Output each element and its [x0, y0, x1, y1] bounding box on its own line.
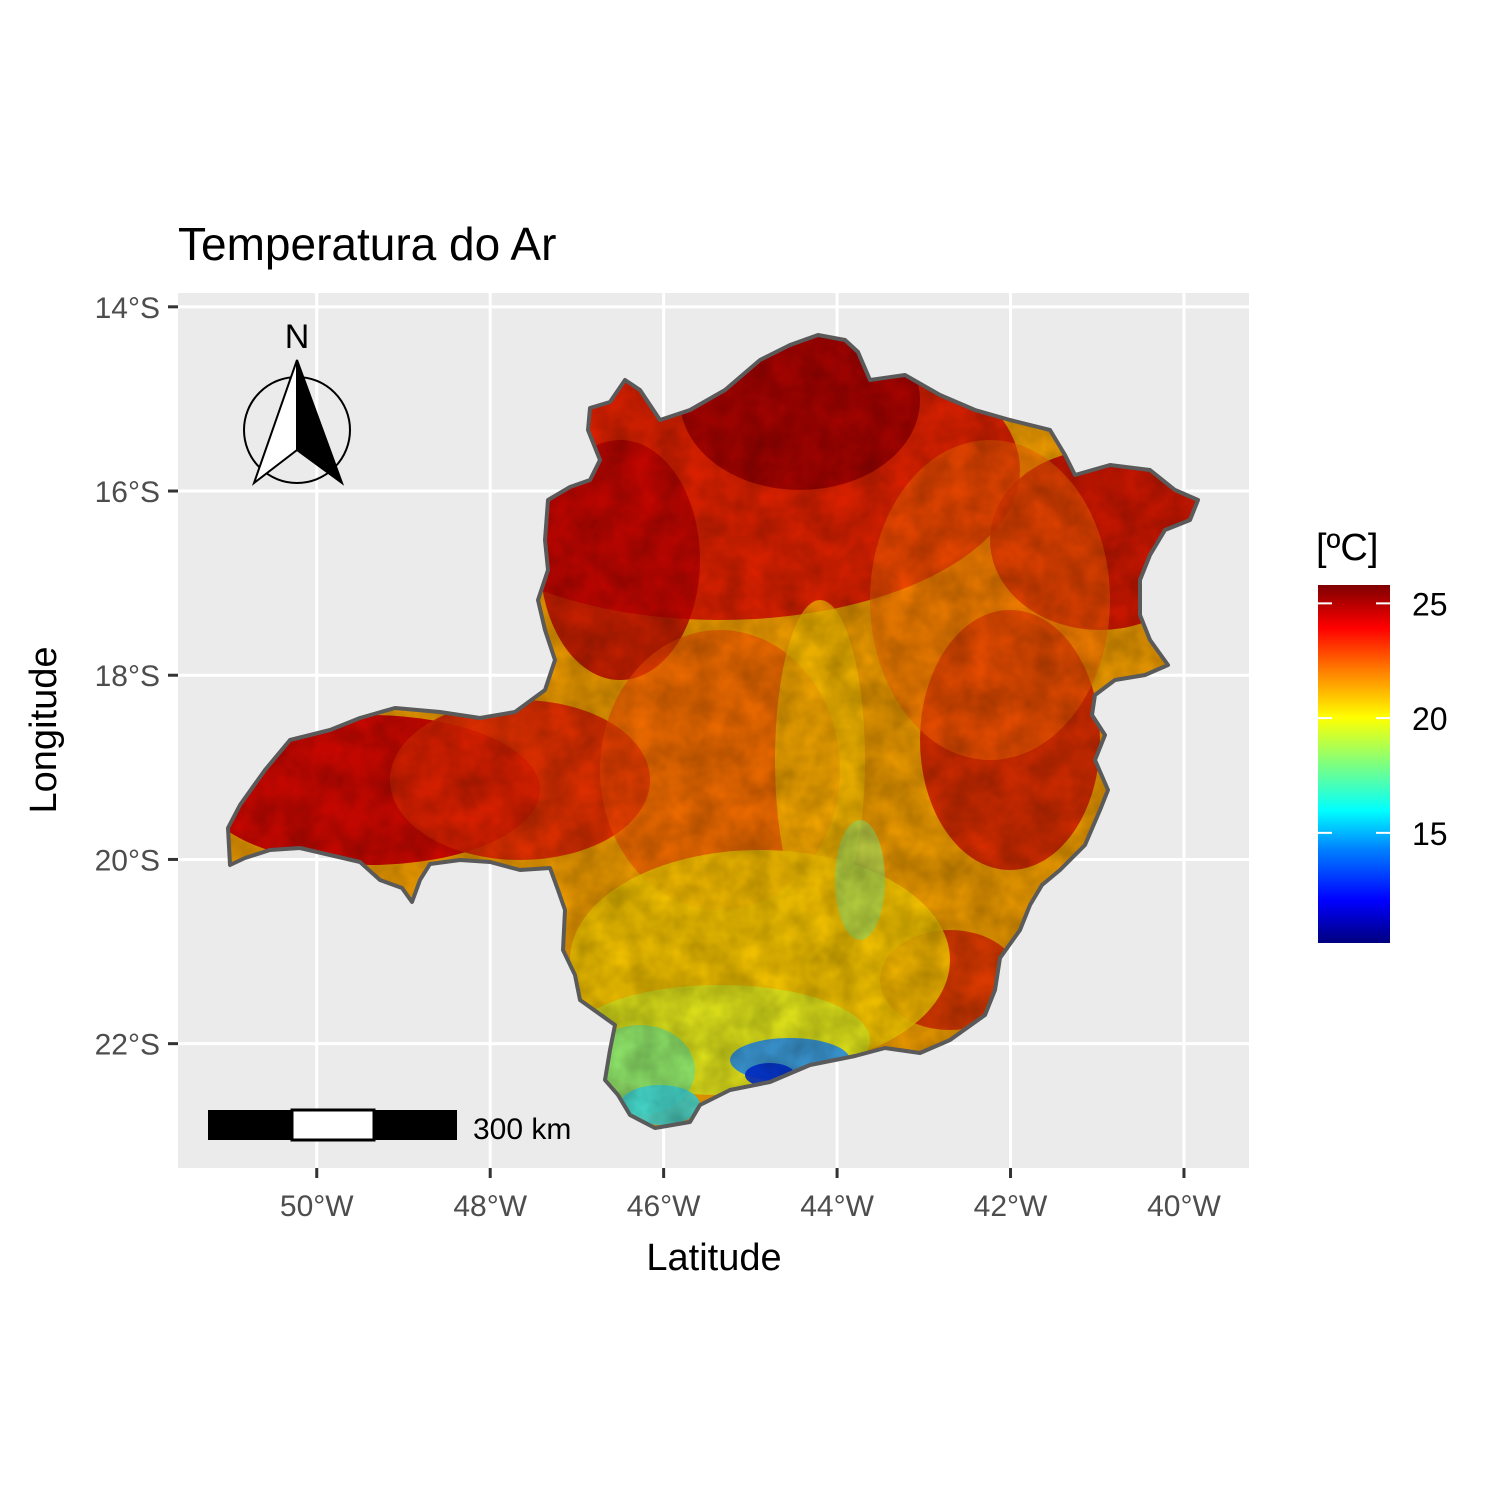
legend-tick-label: 20: [1412, 701, 1448, 737]
y-tick-label: 20°S: [95, 844, 160, 877]
state-boundary: [226, 333, 1200, 1130]
x-tick-label: 48°W: [453, 1190, 527, 1223]
x-tick-label: 40°W: [1147, 1190, 1221, 1223]
x-tick-label: 44°W: [800, 1190, 874, 1223]
x-axis-title: Latitude: [646, 1237, 781, 1279]
scale-bar-segment-3: [374, 1110, 457, 1140]
legend-colorbar: [1318, 585, 1390, 943]
y-tick-label: 16°S: [95, 476, 160, 509]
y-tick-label: 22°S: [95, 1029, 160, 1062]
y-tick-label: 14°S: [95, 292, 160, 325]
legend-tick-label: 25: [1412, 586, 1448, 622]
y-tick-label: 18°S: [95, 660, 160, 693]
x-tick-label: 42°W: [974, 1190, 1048, 1223]
north-arrow-right-half: [296, 359, 345, 486]
scale-bar-segment-1: [208, 1110, 292, 1140]
map-title: Temperatura do Ar: [178, 218, 556, 270]
scale-bar-segment-2: [290, 1108, 376, 1142]
legend-ticks: 25 20 15: [1318, 586, 1448, 852]
legend-title: [ºC]: [1316, 527, 1378, 569]
scale-bar: 300 km: [208, 1108, 571, 1146]
y-axis-title: Longitude: [23, 647, 65, 814]
x-tick-label: 50°W: [280, 1190, 354, 1223]
color-legend: [ºC] 25 20 15: [1316, 527, 1448, 943]
legend-tick-label: 15: [1412, 816, 1448, 852]
north-arrow: N: [243, 318, 351, 486]
scale-bar-label: 300 km: [473, 1113, 571, 1146]
x-axis: 50°W 48°W 46°W 44°W 42°W 40°W: [280, 1168, 1221, 1223]
x-tick-label: 46°W: [627, 1190, 701, 1223]
north-label: N: [285, 318, 310, 356]
y-axis: 14°S 16°S 18°S 20°S 22°S: [95, 292, 178, 1062]
